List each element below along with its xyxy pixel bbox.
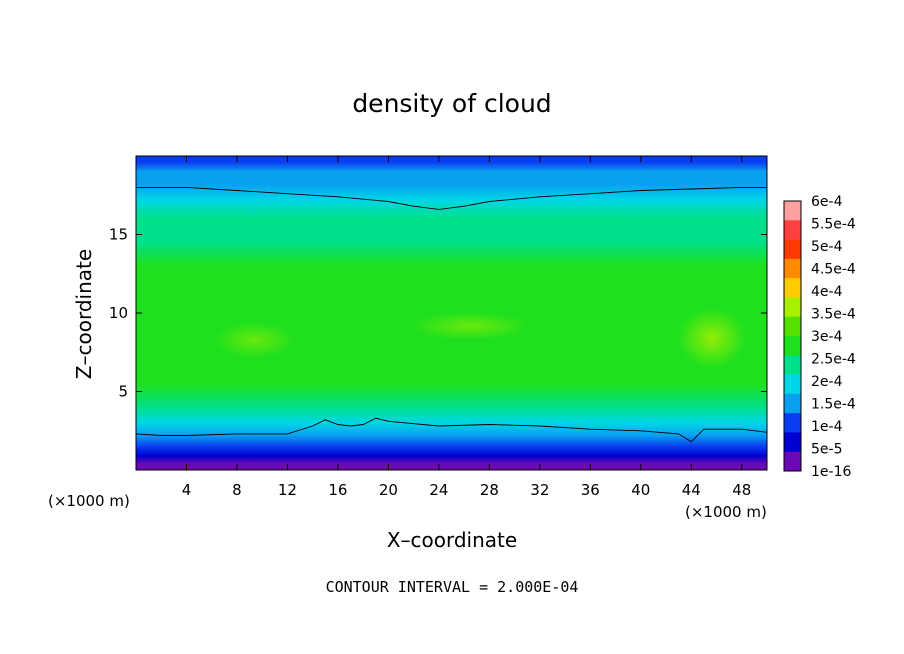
y-tick-label: 15 (109, 226, 128, 244)
x-tick-label: 4 (182, 481, 192, 499)
colorbar-swatch (784, 413, 801, 433)
colorbar-label: 5e-4 (811, 239, 843, 255)
colorbar-label: 5e-5 (811, 442, 842, 458)
y-axis: 5 10 15 (109, 226, 767, 401)
colorbar-swatch (784, 316, 801, 337)
colorbar-swatch (784, 201, 801, 221)
x-tick-label: 24 (429, 481, 448, 499)
x-tick-label: 28 (480, 481, 499, 499)
z-axis-unit: (×1000 m) (685, 503, 767, 521)
colorbar-swatch (784, 393, 801, 414)
chart-title: density of cloud (352, 89, 551, 118)
x-tick-label: 20 (379, 481, 398, 499)
colorbar-swatch (784, 432, 801, 453)
colorbar-swatch (784, 220, 801, 240)
x-tick-label: 32 (530, 481, 549, 499)
colorbar: 6e-4 5.5e-4 5e-4 4.5e-4 4e-4 3.5e-4 3e-4 2.5e-4… (783, 194, 856, 480)
colorbar-swatch (784, 297, 801, 318)
contour-line (136, 186, 767, 210)
colorbar-label: 3e-4 (811, 329, 843, 345)
x-tick-label: 16 (328, 481, 347, 499)
density-hotspot (678, 308, 746, 368)
x-axis: 4 8 12 16 20 24 28 32 36 40 44 48 (182, 156, 751, 499)
colorbar-swatch (784, 355, 801, 375)
colorbar-swatch (784, 374, 801, 395)
x-tick-label: 40 (631, 481, 650, 499)
colorbar-label: 1e-4 (811, 419, 843, 435)
x-tick-label: 48 (732, 481, 751, 499)
colorbar-swatch (784, 258, 801, 279)
y-tick-label: 10 (109, 304, 128, 322)
colorbar-label: 1.5e-4 (811, 397, 856, 413)
colorbar-label: 1e-16 (811, 464, 851, 480)
colorbar-label: 2.5e-4 (811, 352, 856, 368)
density-hotspot (410, 312, 530, 340)
colorbar-swatch (784, 239, 801, 260)
plot-area (136, 156, 767, 470)
x-axis-label: X–coordinate (387, 528, 517, 552)
x-axis-unit: (×1000 m) (48, 492, 130, 510)
colorbar-swatch (784, 336, 801, 356)
colorbar-label: 2e-4 (811, 374, 843, 390)
colorbar-frame (783, 200, 802, 472)
y-axis-label: Z–coordinate (72, 249, 96, 379)
colorbar-label: 4e-4 (811, 284, 843, 300)
colorbar-label: 4.5e-4 (811, 262, 856, 278)
colorbar-swatch (784, 278, 801, 298)
x-tick-label: 36 (581, 481, 600, 499)
density-hotspot (215, 322, 295, 358)
contour-interval-note: CONTOUR INTERVAL = 2.000E-04 (326, 578, 579, 596)
contour-line (136, 417, 767, 443)
contour-lines (136, 186, 767, 443)
x-tick-label: 44 (682, 481, 701, 499)
colorbar-label: 3.5e-4 (811, 307, 856, 323)
y-tick-label: 5 (118, 383, 128, 401)
upper-density-band (210, 156, 390, 164)
colorbar-swatch (784, 451, 801, 472)
x-tick-label: 8 (232, 481, 242, 499)
x-tick-label: 12 (278, 481, 297, 499)
colorbar-label: 6e-4 (811, 194, 843, 210)
colorbar-label: 5.5e-4 (811, 217, 856, 233)
